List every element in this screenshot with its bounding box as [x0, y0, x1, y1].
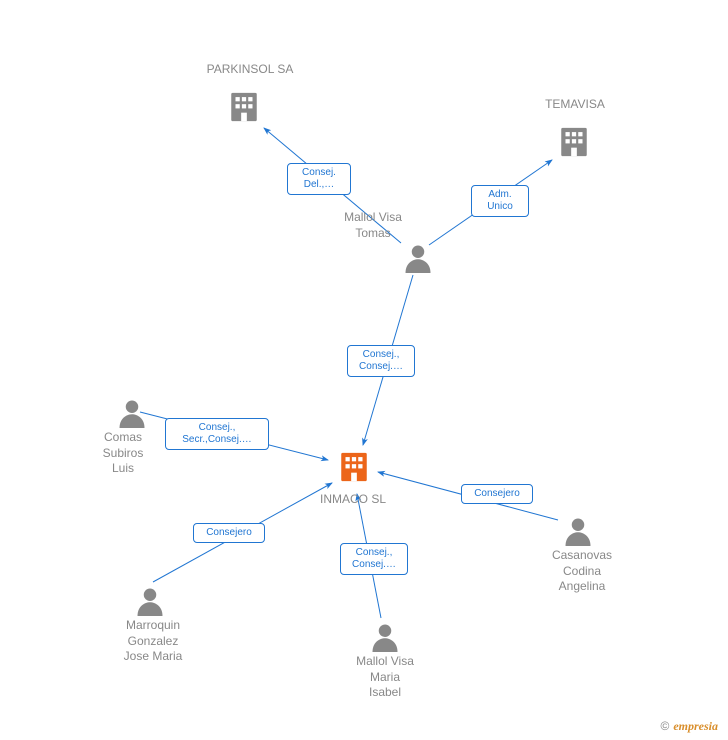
building-icon[interactable] — [557, 125, 591, 159]
node-label[interactable]: Comas Subiros Luis — [83, 430, 163, 477]
person-icon[interactable] — [117, 398, 147, 428]
person-icon[interactable] — [403, 243, 433, 273]
node-label[interactable]: INMACO SL — [308, 492, 398, 508]
person-icon[interactable] — [135, 586, 165, 616]
node-label[interactable]: Mallol Visa Maria Isabel — [335, 654, 435, 701]
edge-label[interactable]: Adm. Unico — [471, 185, 529, 217]
copyright-symbol: © — [660, 719, 669, 733]
edge-label[interactable]: Consej. Del.,… — [287, 163, 351, 195]
node-label[interactable]: Mallol Visa Tomas — [333, 210, 413, 241]
building-icon[interactable] — [227, 90, 261, 124]
person-icon[interactable] — [563, 516, 593, 546]
copyright-brand: empresia — [673, 719, 718, 733]
building-icon[interactable] — [337, 450, 371, 484]
node-label[interactable]: Marroquin Gonzalez Jose Maria — [103, 618, 203, 665]
edge-label[interactable]: Consejero — [461, 484, 533, 504]
copyright: © empresia — [660, 719, 718, 734]
node-label[interactable]: PARKINSOL SA — [195, 62, 305, 78]
edge-label[interactable]: Consej., Secr.,Consej.… — [165, 418, 269, 450]
edge-label[interactable]: Consej., Consej.… — [347, 345, 415, 377]
person-icon[interactable] — [370, 622, 400, 652]
node-label[interactable]: Casanovas Codina Angelina — [532, 548, 632, 595]
edge-label[interactable]: Consejero — [193, 523, 265, 543]
edge-label[interactable]: Consej., Consej.… — [340, 543, 408, 575]
node-label[interactable]: TEMAVISA — [530, 97, 620, 113]
